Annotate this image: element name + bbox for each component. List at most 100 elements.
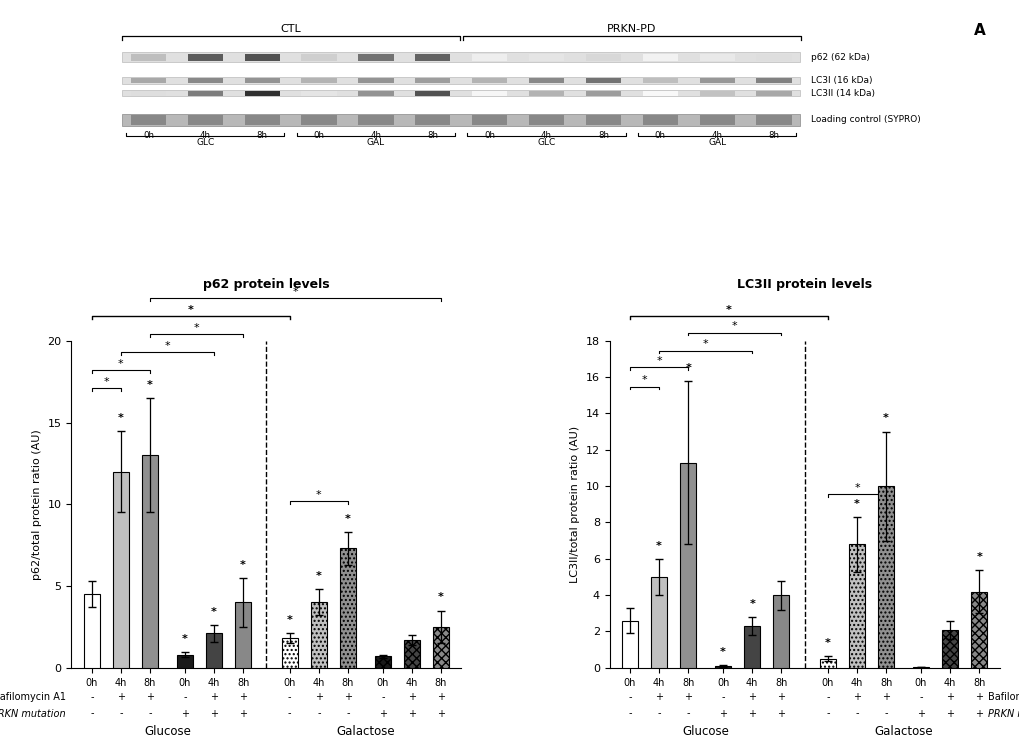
Text: *: * xyxy=(194,323,199,333)
FancyBboxPatch shape xyxy=(529,53,564,61)
FancyBboxPatch shape xyxy=(585,115,621,125)
FancyBboxPatch shape xyxy=(585,53,621,61)
Bar xyxy=(142,456,158,668)
Bar xyxy=(650,577,666,668)
FancyBboxPatch shape xyxy=(245,115,279,125)
FancyBboxPatch shape xyxy=(756,78,791,83)
Text: Bafilomycin A1: Bafilomycin A1 xyxy=(0,692,65,702)
Text: A: A xyxy=(973,23,984,38)
Text: +: + xyxy=(146,692,154,702)
Text: 8h: 8h xyxy=(597,131,608,139)
Text: -: - xyxy=(883,709,887,718)
Text: LC3I (16 kDa): LC3I (16 kDa) xyxy=(810,76,872,85)
Text: *: * xyxy=(853,483,859,493)
FancyBboxPatch shape xyxy=(122,90,799,96)
Bar xyxy=(339,548,356,668)
Text: -: - xyxy=(183,692,186,702)
Text: -: - xyxy=(918,692,922,702)
Text: CTL: CTL xyxy=(280,24,301,34)
Text: -: - xyxy=(90,709,94,718)
FancyBboxPatch shape xyxy=(642,91,678,96)
Text: -: - xyxy=(825,709,828,718)
Bar xyxy=(772,595,789,668)
Text: +: + xyxy=(718,709,727,718)
FancyBboxPatch shape xyxy=(756,115,791,125)
FancyBboxPatch shape xyxy=(187,78,223,83)
Text: +: + xyxy=(436,692,444,702)
Text: GAL: GAL xyxy=(367,137,384,147)
Text: *: * xyxy=(118,359,123,369)
Text: *: * xyxy=(187,305,194,315)
Text: *: * xyxy=(118,413,123,422)
FancyBboxPatch shape xyxy=(302,78,336,83)
Text: 8h: 8h xyxy=(427,131,438,139)
Text: +: + xyxy=(974,709,982,718)
FancyBboxPatch shape xyxy=(699,115,734,125)
Text: +: + xyxy=(776,692,785,702)
Text: +: + xyxy=(343,692,352,702)
Text: 0h: 0h xyxy=(484,131,494,139)
Text: Bafilomycin A1: Bafilomycin A1 xyxy=(987,692,1019,702)
Text: *: * xyxy=(181,634,187,644)
Bar xyxy=(311,603,326,668)
Bar xyxy=(819,659,835,668)
FancyBboxPatch shape xyxy=(358,78,393,83)
FancyBboxPatch shape xyxy=(585,91,621,96)
FancyBboxPatch shape xyxy=(642,115,678,125)
FancyBboxPatch shape xyxy=(472,78,506,83)
Title: p62 protein levels: p62 protein levels xyxy=(203,278,329,291)
FancyBboxPatch shape xyxy=(122,114,799,126)
Text: +: + xyxy=(408,692,416,702)
Bar xyxy=(877,486,894,668)
Text: PRKN-PD: PRKN-PD xyxy=(606,24,656,34)
Text: *: * xyxy=(882,413,889,424)
Text: -: - xyxy=(119,709,122,718)
FancyBboxPatch shape xyxy=(756,53,791,61)
Bar xyxy=(942,630,957,668)
FancyBboxPatch shape xyxy=(358,115,393,125)
Text: *: * xyxy=(719,647,726,657)
Bar xyxy=(680,462,696,668)
Text: +: + xyxy=(946,692,953,702)
Text: +: + xyxy=(408,709,416,718)
Text: *: * xyxy=(824,638,830,648)
Bar xyxy=(374,657,390,668)
FancyBboxPatch shape xyxy=(529,91,564,96)
Text: +: + xyxy=(436,709,444,718)
Text: GLC: GLC xyxy=(196,137,214,147)
Text: *: * xyxy=(732,321,737,332)
Text: +: + xyxy=(180,709,189,718)
Text: -: - xyxy=(720,692,725,702)
FancyBboxPatch shape xyxy=(122,77,799,84)
FancyBboxPatch shape xyxy=(415,78,450,83)
Bar xyxy=(622,620,637,668)
Text: GLC: GLC xyxy=(537,137,555,147)
Text: *: * xyxy=(316,571,321,581)
Text: Glucose: Glucose xyxy=(144,725,191,738)
Title: LC3II protein levels: LC3II protein levels xyxy=(737,278,871,291)
Text: +: + xyxy=(852,692,860,702)
FancyBboxPatch shape xyxy=(642,78,678,83)
Y-axis label: p62/total protein ratio (AU): p62/total protein ratio (AU) xyxy=(32,429,42,580)
FancyBboxPatch shape xyxy=(415,53,450,61)
Text: +: + xyxy=(916,709,924,718)
Text: 8h: 8h xyxy=(767,131,779,139)
Text: +: + xyxy=(210,709,218,718)
Text: -: - xyxy=(628,709,631,718)
Text: +: + xyxy=(315,692,322,702)
Text: -: - xyxy=(825,692,828,702)
Bar xyxy=(206,634,222,668)
Text: 0h: 0h xyxy=(143,131,154,139)
FancyBboxPatch shape xyxy=(699,78,734,83)
Bar xyxy=(744,626,759,668)
Text: +: + xyxy=(974,692,982,702)
FancyBboxPatch shape xyxy=(187,115,223,125)
FancyBboxPatch shape xyxy=(187,53,223,61)
Text: 4h: 4h xyxy=(540,131,551,139)
Bar xyxy=(433,627,448,668)
Text: *: * xyxy=(292,287,298,297)
Text: +: + xyxy=(238,692,247,702)
Text: 4h: 4h xyxy=(370,131,381,139)
Text: -: - xyxy=(287,709,291,718)
Text: 8h: 8h xyxy=(257,131,267,139)
